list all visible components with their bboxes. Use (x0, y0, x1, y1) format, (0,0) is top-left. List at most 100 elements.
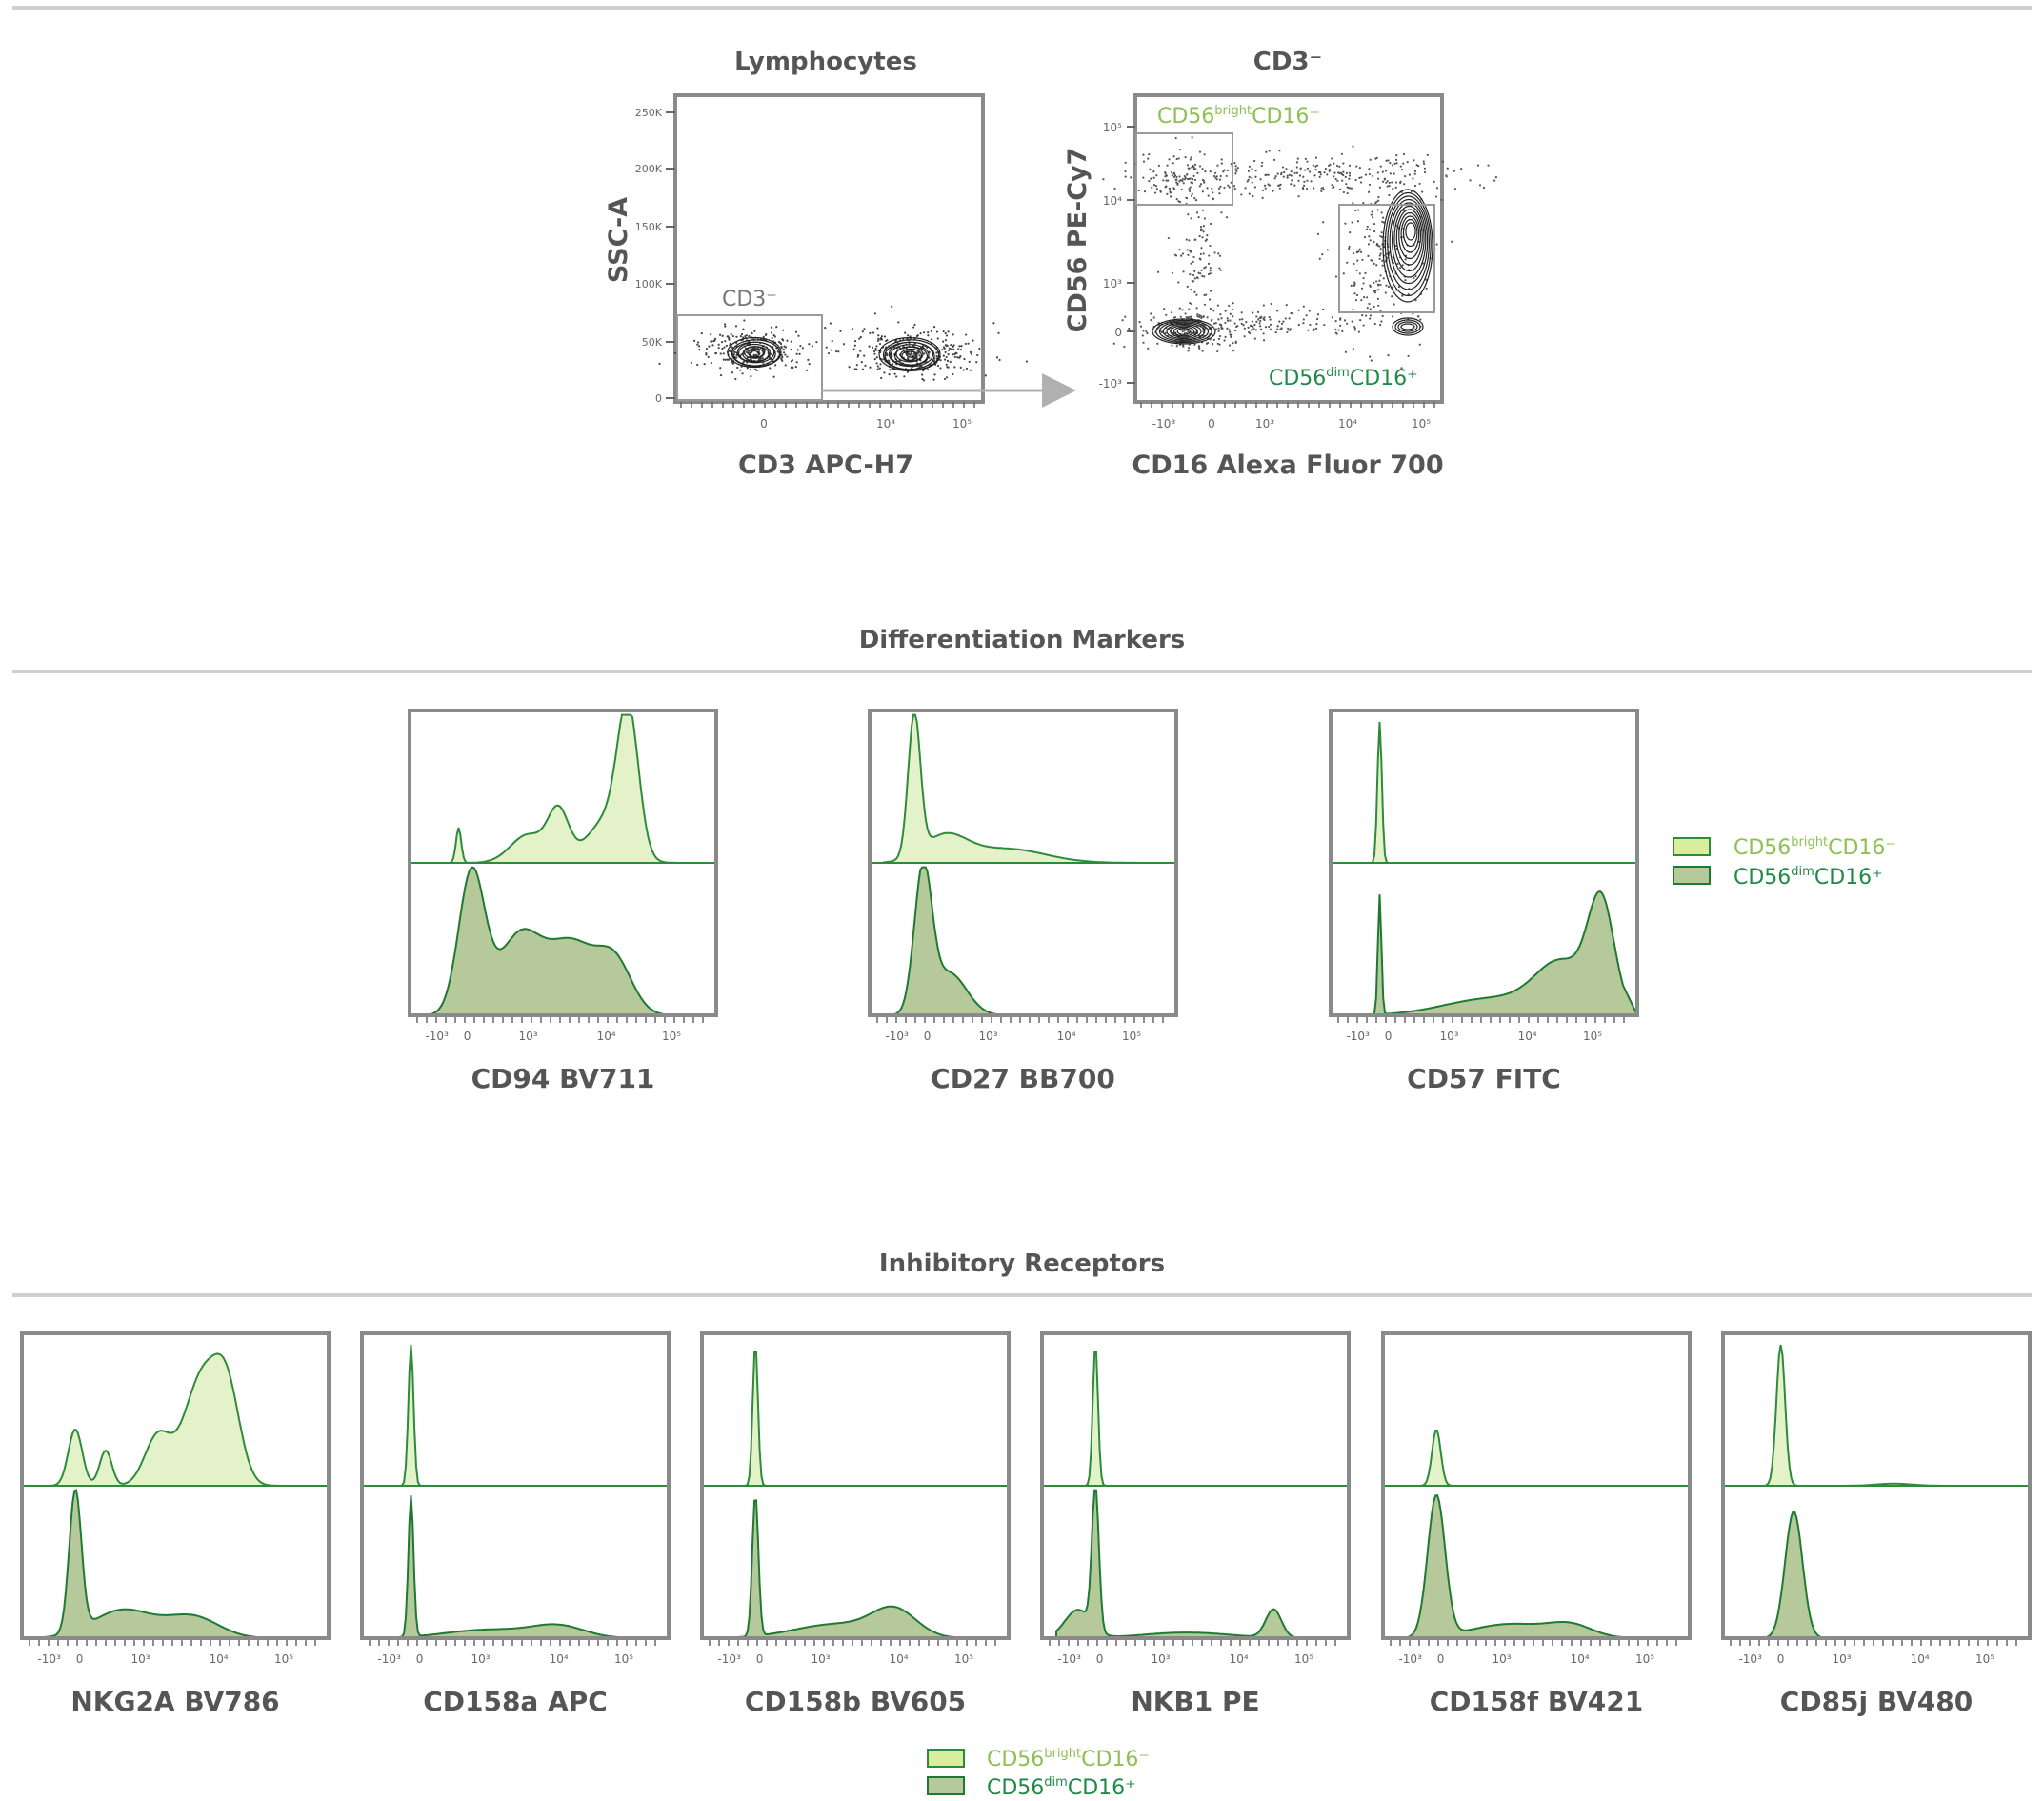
plot2-event (1487, 164, 1490, 167)
plot2-event (1282, 320, 1285, 323)
plot2-contour (1402, 218, 1418, 248)
plot1-event (770, 326, 773, 329)
plot2-event (1288, 317, 1291, 320)
plot2-event (1201, 229, 1204, 231)
plot1-ytick-label: 50K (642, 336, 663, 349)
plot2-event (1233, 187, 1236, 190)
plot1-event (939, 367, 942, 370)
plot2-event (1386, 185, 1389, 188)
plot2-event (1179, 254, 1183, 257)
plot1-event (992, 322, 995, 325)
plot1-event (946, 359, 950, 362)
plot2-event (1380, 235, 1384, 239)
plot2-event (1407, 293, 1410, 296)
plot2-event (1336, 179, 1339, 182)
plot2-event (1207, 194, 1210, 197)
plot2-event (1373, 291, 1377, 294)
plot2-event (1338, 165, 1341, 168)
plot2-event (1377, 199, 1380, 202)
dim-series-area (1723, 1511, 2030, 1639)
plot2-event (1288, 173, 1291, 177)
plot2-event (1185, 329, 1188, 331)
plot2-event (1333, 175, 1335, 178)
plot2-event (1173, 188, 1176, 190)
plot2-event (1218, 334, 1222, 338)
plot2-event (1344, 175, 1347, 178)
plot1-event (770, 352, 772, 355)
plot1-event (957, 348, 960, 350)
plot2-event (1302, 318, 1305, 321)
plot2-event (1167, 179, 1170, 182)
histogram-xtick-label: 0 (1437, 1652, 1445, 1666)
plot1-event (743, 319, 746, 322)
plot2-event (1209, 244, 1212, 248)
plot2-event (1303, 180, 1306, 183)
differentiation-rule (12, 670, 2032, 673)
plot1-event (876, 365, 880, 368)
plot1-contour (748, 348, 764, 359)
plot2-event (1370, 359, 1373, 362)
plot2-event (1358, 176, 1361, 179)
plot2-event (1196, 315, 1199, 318)
plot2-event (1217, 327, 1220, 330)
plot1-event (952, 333, 954, 336)
plot2-event (1187, 350, 1190, 352)
plot1-event (722, 352, 725, 355)
plot2-event (1343, 319, 1347, 322)
histogram-panel: -10³ 0 10³ 10⁴ 10⁵ CD27 BB700 (868, 709, 1178, 1094)
plot1-event (864, 364, 867, 367)
plot2-event (1211, 343, 1214, 346)
bright-series-area (1042, 1351, 1349, 1487)
histogram-xtick-label: 10⁴ (1518, 1030, 1537, 1043)
plot2-event (1151, 186, 1153, 189)
plot1-event (761, 357, 764, 360)
plot2-event (1190, 289, 1192, 291)
plot1-ytick-label: 150K (635, 221, 663, 233)
plot2-event (1340, 152, 1344, 155)
plot2-event (1255, 320, 1258, 323)
plot2-event (1229, 330, 1232, 333)
plot1-event (733, 350, 737, 354)
plot2-event (1317, 170, 1321, 174)
plot1-event (721, 347, 724, 350)
plot2-event (1376, 209, 1379, 211)
plot2-event (1234, 340, 1237, 343)
plot1-event (735, 356, 738, 359)
plot2-event (1178, 175, 1181, 178)
plot2-event (1312, 164, 1314, 167)
plot1-event (935, 351, 938, 354)
plot2-event (1183, 178, 1187, 181)
plot2-event (1234, 165, 1237, 168)
plot1-event (944, 331, 947, 335)
plot2-event (1376, 244, 1379, 247)
plot2-event (1297, 179, 1300, 182)
plot2-event (1236, 167, 1239, 170)
plot1-event (891, 363, 894, 366)
plot1-event (916, 352, 920, 355)
plot2-event (1346, 261, 1349, 264)
plot2-event (1217, 318, 1220, 321)
plot2-event (1413, 184, 1417, 188)
plot2-event (1178, 200, 1182, 204)
plot2-event (1202, 315, 1205, 319)
plot1-events (658, 305, 1029, 391)
plot1-event (748, 335, 751, 338)
plot2-event (1367, 190, 1371, 193)
plot2-event (1357, 250, 1360, 253)
histogram-xtick-label: 0 (924, 1030, 932, 1043)
plot2-event (1189, 302, 1192, 305)
plot2-event (1434, 195, 1438, 198)
plot2-event (1344, 222, 1347, 225)
plot2-event (1272, 158, 1276, 162)
plot2-event (1195, 293, 1198, 296)
plot2-event (1240, 311, 1243, 314)
plot2-event (1395, 154, 1398, 157)
bright-series-area (1331, 721, 1637, 864)
plot2-event (1148, 152, 1151, 156)
bright-series-area (410, 713, 716, 864)
plot2-event (1333, 162, 1335, 165)
plot2-event (1213, 171, 1217, 174)
plot2-event (1268, 315, 1271, 319)
plot2-event (1206, 316, 1209, 319)
plot1-event (853, 340, 857, 343)
